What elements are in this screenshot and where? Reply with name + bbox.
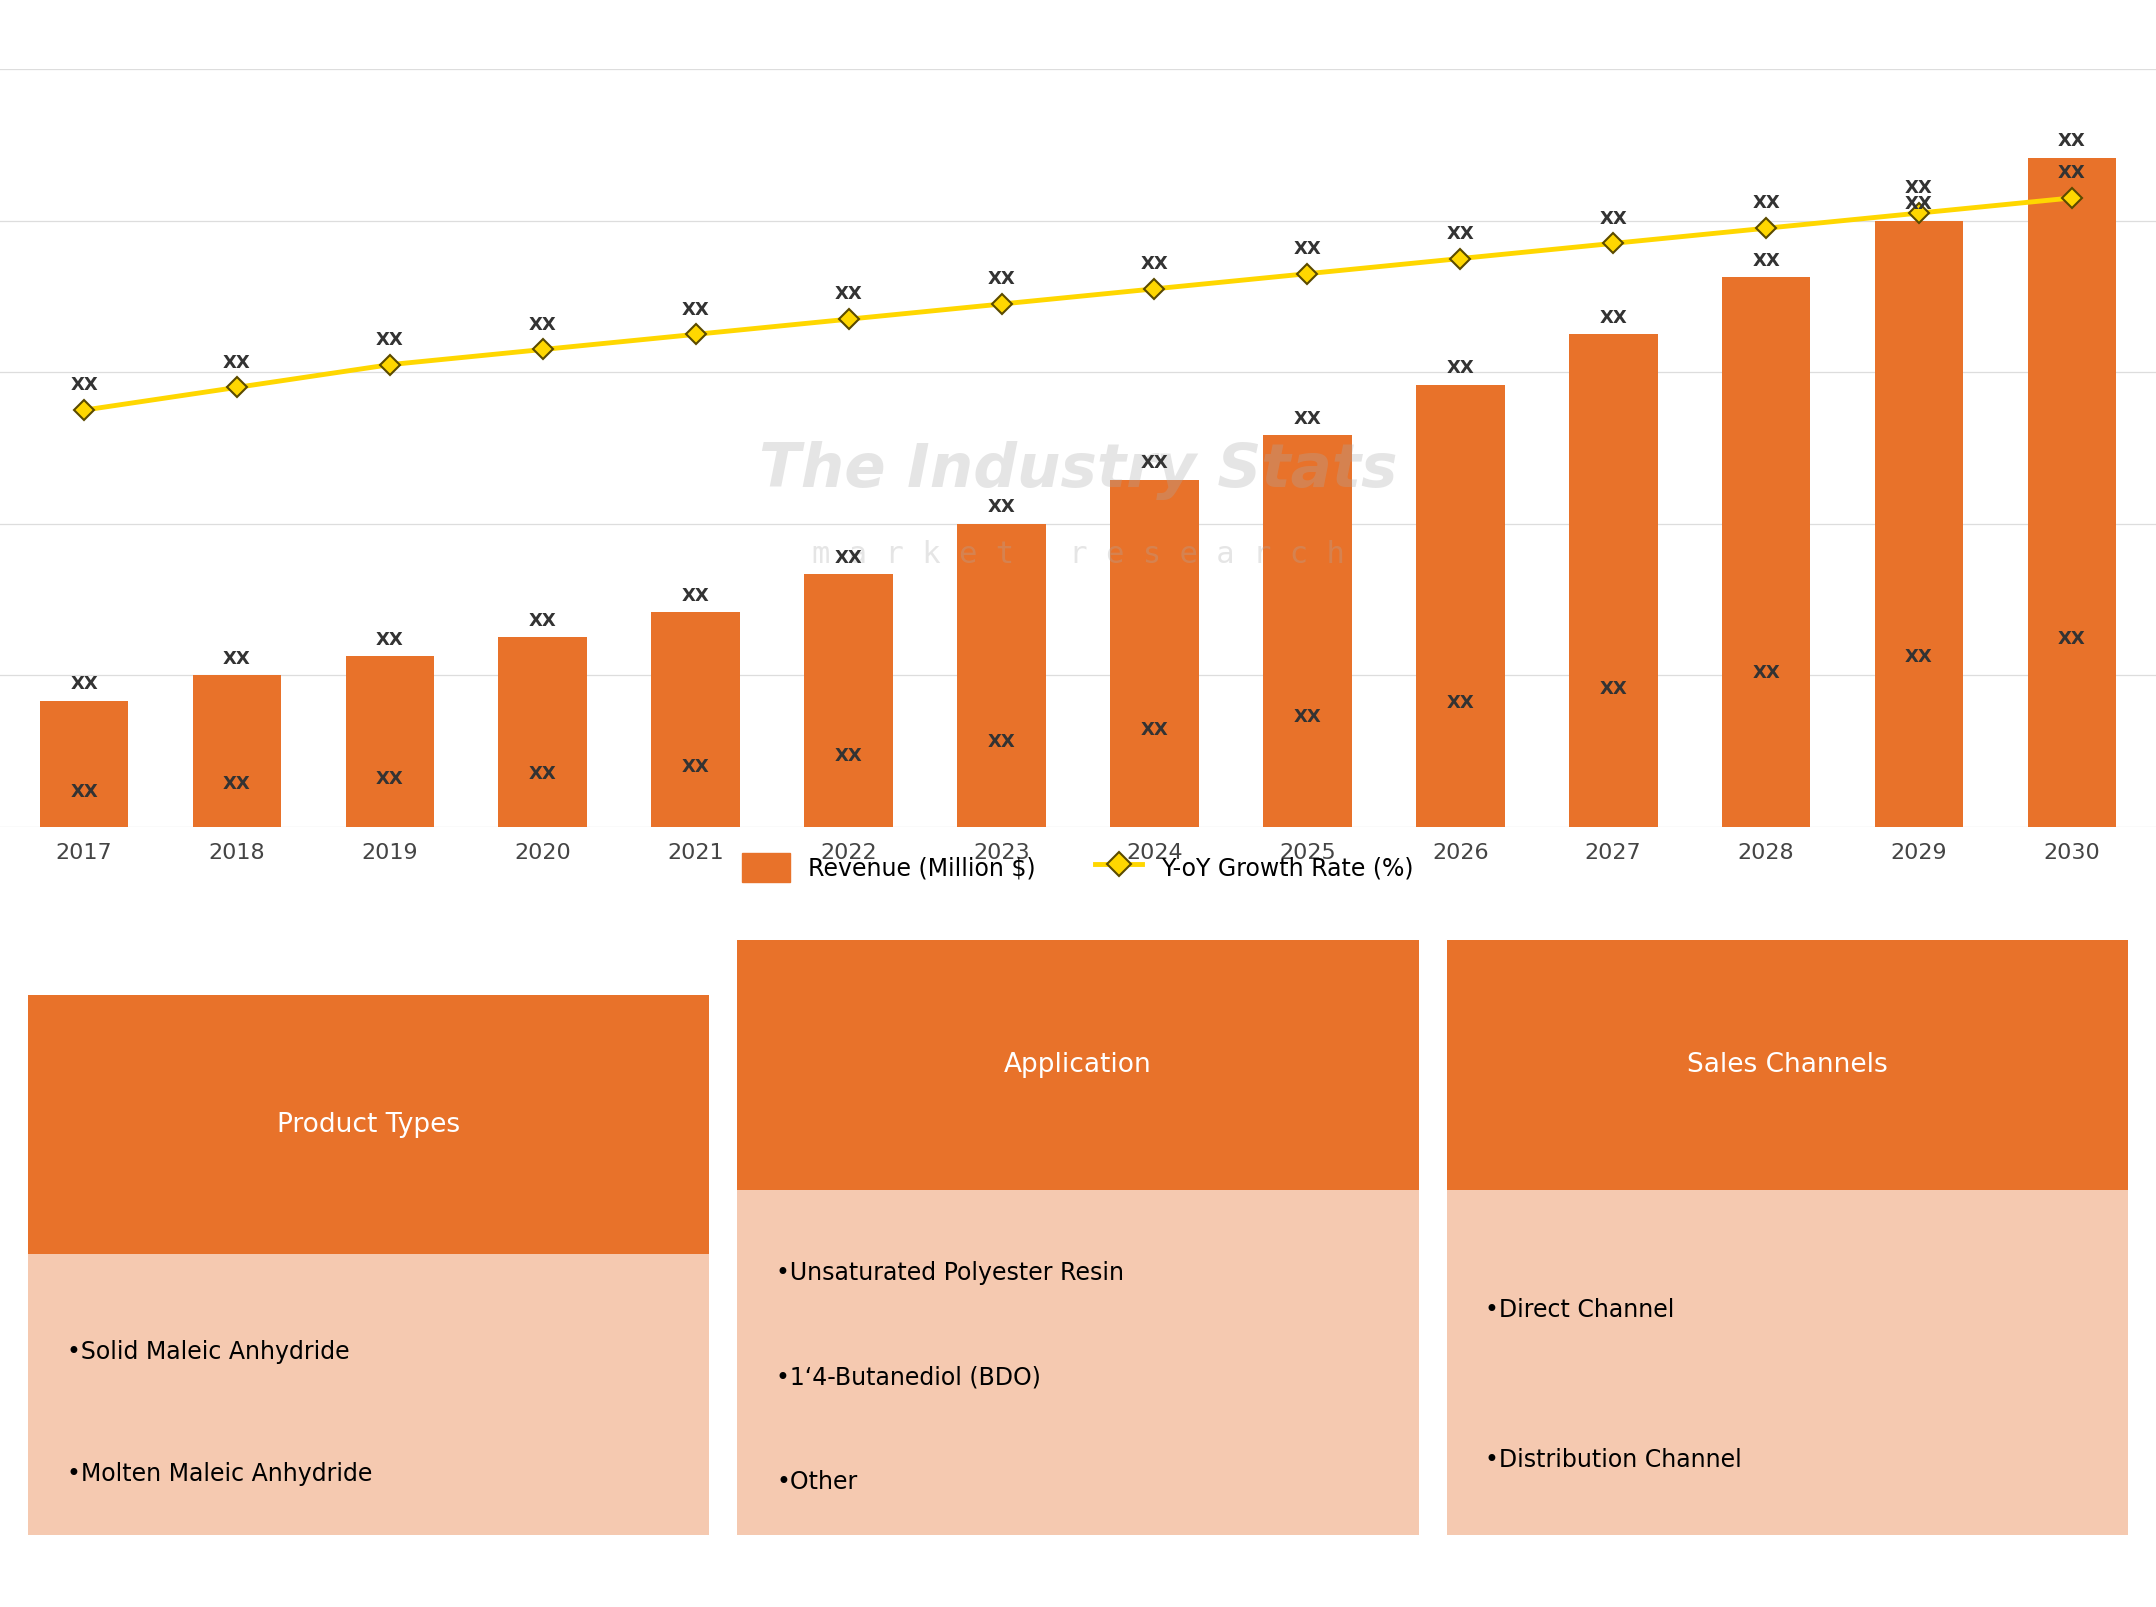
Text: XX: XX — [834, 747, 862, 765]
Text: XX: XX — [1906, 648, 1934, 667]
Bar — [737, 940, 1419, 1189]
Text: Application: Application — [1005, 1053, 1151, 1078]
Text: XX: XX — [528, 612, 556, 630]
Bar — [28, 1253, 709, 1535]
Text: XX: XX — [987, 498, 1015, 516]
Text: XX: XX — [375, 331, 403, 349]
Text: Fig. Global Maleic Anhydride Market Status and Outlook: Fig. Global Maleic Anhydride Market Stat… — [32, 18, 1089, 51]
Text: XX: XX — [1141, 720, 1169, 739]
Text: XX: XX — [681, 587, 709, 604]
Text: XX: XX — [222, 776, 250, 794]
Text: XX: XX — [834, 548, 862, 567]
Text: XX: XX — [987, 733, 1015, 750]
Text: XX: XX — [528, 315, 556, 334]
Bar — [1416, 384, 1505, 828]
Bar — [1570, 334, 1658, 828]
Text: XX: XX — [222, 649, 250, 669]
Bar — [498, 638, 586, 828]
Text: XX: XX — [1447, 225, 1475, 243]
Text: Email: sales@theindustrystats.com: Email: sales@theindustrystats.com — [886, 1562, 1270, 1580]
Bar — [1263, 435, 1352, 828]
Text: XX: XX — [1141, 256, 1169, 273]
Text: XX: XX — [681, 301, 709, 318]
Text: XX: XX — [681, 759, 709, 776]
Text: •Distribution Channel: •Distribution Channel — [1485, 1448, 1742, 1472]
Text: XX: XX — [1753, 194, 1781, 212]
Text: m a r k e t   r e s e a r c h: m a r k e t r e s e a r c h — [811, 540, 1345, 569]
Text: Sales Channels: Sales Channels — [1686, 1053, 1889, 1078]
Text: XX: XX — [375, 770, 403, 787]
Text: Source: Theindustrystats Analysis: Source: Theindustrystats Analysis — [32, 1562, 407, 1580]
Text: XX: XX — [834, 286, 862, 304]
Bar — [1723, 278, 1811, 828]
Text: XX: XX — [1294, 410, 1322, 427]
Text: XX: XX — [1906, 180, 1934, 198]
Bar — [737, 1189, 1419, 1535]
Bar — [1876, 220, 1964, 828]
Text: XX: XX — [71, 675, 97, 693]
Text: •Other: •Other — [776, 1470, 858, 1495]
Legend: Revenue (Million $), Y-oY Growth Rate (%): Revenue (Million $), Y-oY Growth Rate (%… — [735, 847, 1421, 889]
Text: The Industry Stats: The Industry Stats — [759, 442, 1397, 500]
Bar — [192, 675, 280, 828]
Text: XX: XX — [1294, 239, 1322, 257]
Text: XX: XX — [987, 270, 1015, 288]
Text: •1‘4-Butanediol (BDO): •1‘4-Butanediol (BDO) — [776, 1366, 1041, 1390]
Text: XX: XX — [1447, 694, 1475, 712]
Bar — [39, 701, 129, 828]
Text: XX: XX — [2059, 630, 2085, 649]
Text: XX: XX — [1447, 360, 1475, 378]
Text: XX: XX — [1753, 252, 1781, 270]
Text: XX: XX — [71, 376, 97, 394]
Text: XX: XX — [2059, 132, 2085, 149]
Text: Website: www.theindustrystats.com: Website: www.theindustrystats.com — [1725, 1562, 2124, 1580]
Text: XX: XX — [1600, 680, 1628, 697]
Text: XX: XX — [375, 632, 403, 649]
Bar — [2027, 157, 2117, 828]
Text: •Direct Channel: •Direct Channel — [1485, 1298, 1675, 1321]
Bar — [1110, 479, 1199, 828]
Text: •Molten Maleic Anhydride: •Molten Maleic Anhydride — [67, 1462, 373, 1485]
Text: XX: XX — [1600, 309, 1628, 326]
Text: •Unsaturated Polyester Resin: •Unsaturated Polyester Resin — [776, 1261, 1123, 1286]
Text: Product Types: Product Types — [278, 1112, 459, 1138]
Bar — [28, 995, 709, 1253]
Bar — [1447, 940, 2128, 1189]
Bar — [345, 656, 433, 828]
Bar — [957, 524, 1046, 828]
Text: XX: XX — [1753, 664, 1781, 681]
Bar — [1447, 1189, 2128, 1535]
Text: XX: XX — [1141, 455, 1169, 472]
Text: XX: XX — [528, 765, 556, 783]
Bar — [804, 574, 893, 828]
Text: XX: XX — [222, 354, 250, 371]
Text: XX: XX — [1906, 194, 1934, 214]
Text: XX: XX — [1294, 709, 1322, 726]
Text: •Solid Maleic Anhydride: •Solid Maleic Anhydride — [67, 1340, 349, 1364]
Text: XX: XX — [71, 783, 97, 800]
Bar — [651, 612, 740, 828]
Text: XX: XX — [2059, 164, 2085, 182]
Text: XX: XX — [1600, 209, 1628, 228]
